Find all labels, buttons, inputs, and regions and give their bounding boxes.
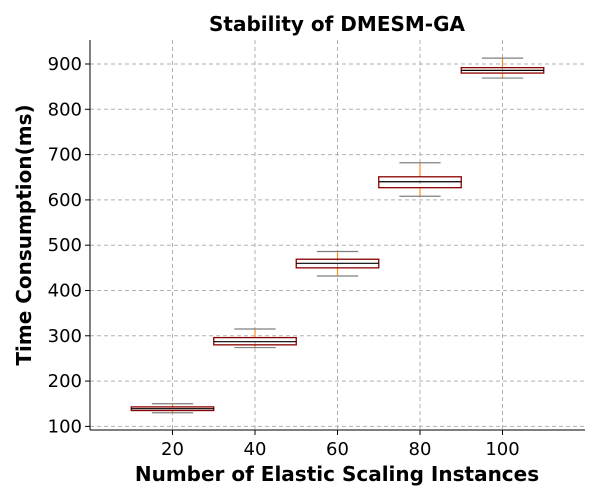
y-tick-label: 500	[48, 235, 82, 256]
x-tick-label: 60	[326, 439, 349, 460]
y-tick-label: 900	[48, 54, 82, 75]
x-axis-label: Number of Elastic Scaling Instances	[135, 462, 539, 486]
chart-title: Stability of DMESM-GA	[209, 12, 465, 36]
x-tick-label: 100	[485, 439, 519, 460]
y-tick-label: 700	[48, 145, 82, 166]
box-plot-60	[295, 250, 380, 277]
x-tick-label: 80	[409, 439, 432, 460]
y-axis-label: Time Consumption(ms)	[12, 104, 36, 365]
y-tick-label: 600	[48, 190, 82, 211]
x-tick-label: 20	[161, 439, 184, 460]
y-tick-label: 200	[48, 371, 82, 392]
y-tick-label: 100	[48, 416, 82, 437]
ticks: 100 200 300 400 500 600 700 800 900 20 40 60 80 100	[48, 54, 520, 460]
box-series	[130, 57, 545, 414]
box-plot-100	[460, 57, 545, 79]
grid-lines	[90, 40, 585, 430]
box-plot-80	[378, 162, 462, 197]
y-tick-label: 400	[48, 280, 82, 301]
box-plot-40	[213, 328, 297, 349]
y-tick-label: 300	[48, 326, 82, 347]
y-tick-label: 800	[48, 99, 82, 120]
x-tick-label: 40	[244, 439, 267, 460]
box-plot-20	[130, 403, 215, 414]
